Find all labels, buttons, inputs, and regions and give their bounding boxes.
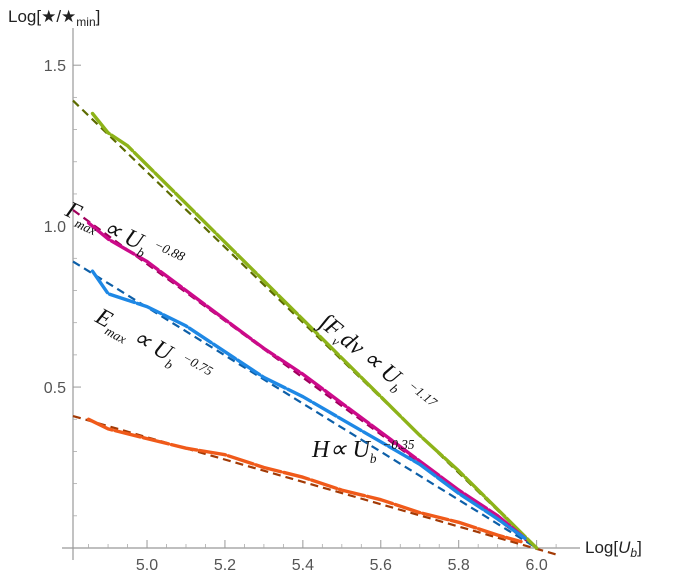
x-tick-label: 5.0 — [136, 557, 158, 573]
x-axis-label: Log[Ub] — [585, 538, 642, 560]
y-tick-label: 0.5 — [44, 380, 66, 397]
x-tick-label: 5.8 — [448, 557, 470, 573]
fit-line-1 — [72, 209, 538, 549]
series-line-1 — [86, 221, 527, 540]
annotation-label-2: Emax ∝ Ub −0.75 — [89, 303, 216, 391]
x-tick-label: 5.6 — [370, 557, 392, 573]
y-tick-label: 1.5 — [44, 58, 66, 75]
y-axis-label: Log[★/★min] — [8, 7, 100, 29]
annotation-label-0: ∫Fνdν ∝ Ub −1.17 — [311, 308, 441, 421]
series-line-3 — [86, 417, 523, 544]
x-tick-label: 6.0 — [525, 557, 547, 573]
series-line-2 — [90, 269, 527, 540]
data-series — [86, 111, 539, 550]
series-line-0 — [90, 111, 539, 550]
annotation-label-3: H∝ Ub−0.35 — [311, 437, 415, 466]
x-tick-label: 5.2 — [214, 557, 236, 573]
axes: 5.0 5.2 5.4 5.6 5.8 6.0 0.5 1.0 1.5 Log[★/★min] Lo… — [8, 7, 642, 573]
x-tick-label: 5.4 — [292, 557, 314, 573]
y-tick-label: 1.0 — [44, 219, 66, 236]
